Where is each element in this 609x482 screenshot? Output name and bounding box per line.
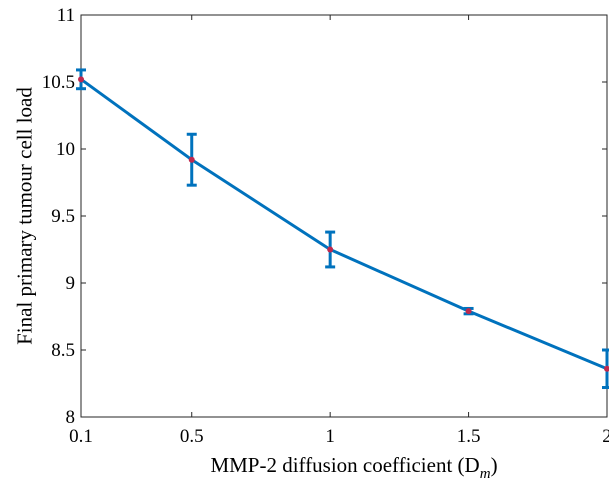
x-tick-label: 1 <box>325 426 335 447</box>
x-axis-label-end: ) <box>491 453 498 477</box>
x-axis-label-subscript: m <box>480 466 491 482</box>
x-tick-label: 1.5 <box>457 426 481 447</box>
data-point <box>465 308 472 315</box>
y-tick-label: 10 <box>56 139 75 160</box>
x-axis-label-main: MMP-2 diffusion coefficient (D <box>210 453 479 477</box>
y-tick-label: 8 <box>66 407 76 428</box>
x-tick-labels: 0.1 0.5 1 1.5 2 <box>69 426 609 447</box>
y-tick-labels: 8 8.5 9 9.5 10 10.5 11 <box>42 5 75 428</box>
data-point <box>327 246 334 253</box>
y-tick-label: 11 <box>57 5 75 26</box>
y-axis-label: Final primary tumour cell load <box>12 87 36 345</box>
plot-area <box>80 14 608 418</box>
data-point <box>188 156 195 163</box>
x-tick-label: 2 <box>602 426 609 447</box>
data-point <box>78 76 84 83</box>
series-layer <box>76 68 609 390</box>
y-tick-label: 9 <box>66 273 76 294</box>
x-tick-label: 0.1 <box>69 426 93 447</box>
y-tick-label: 9.5 <box>51 206 75 227</box>
y-tick-label: 8.5 <box>51 340 75 361</box>
y-tick-label: 10.5 <box>42 72 75 93</box>
series-line <box>80 78 608 371</box>
data-point <box>604 365 609 372</box>
axis-ticks <box>80 14 608 418</box>
x-tick-label: 0.5 <box>180 426 204 447</box>
x-axis-label: MMP-2 diffusion coefficient (Dm) <box>210 453 497 482</box>
